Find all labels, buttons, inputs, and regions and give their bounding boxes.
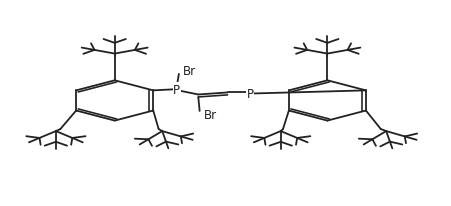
Text: Br: Br (204, 109, 217, 122)
Text: Br: Br (182, 65, 195, 78)
Text: P: P (246, 88, 253, 101)
Text: P: P (173, 83, 180, 96)
